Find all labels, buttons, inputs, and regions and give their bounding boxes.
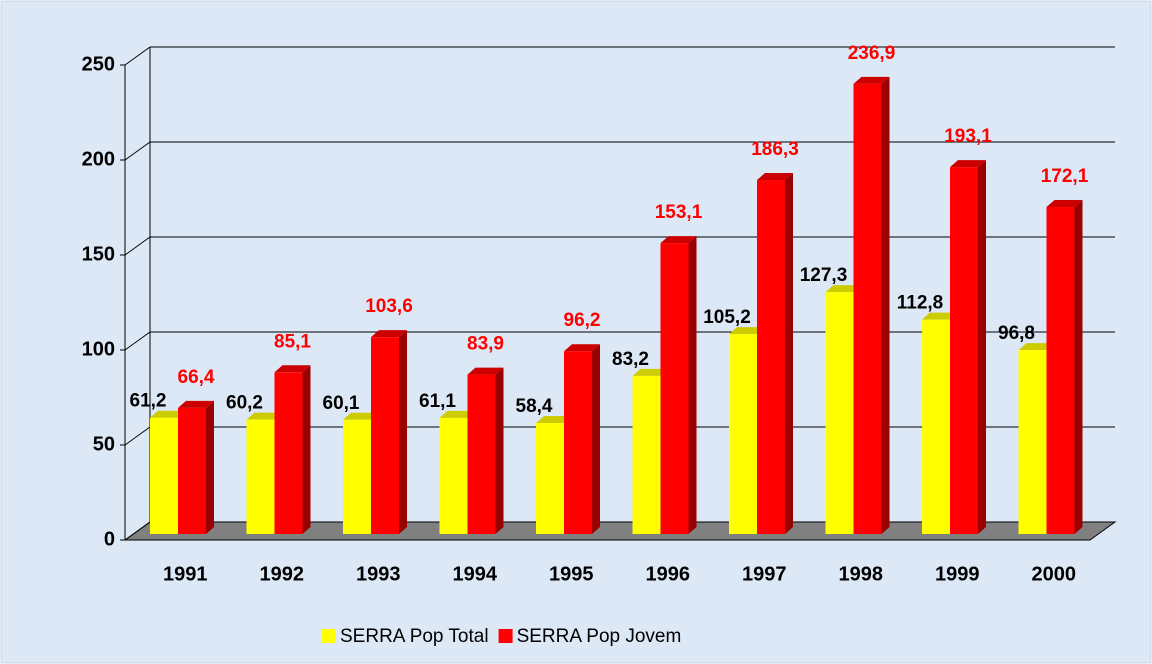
x-tick-label: 2000 bbox=[1032, 563, 1077, 585]
bar-side bbox=[495, 367, 504, 534]
bar-top bbox=[150, 410, 186, 418]
bar bbox=[150, 417, 178, 534]
y-tick-label: 150 bbox=[82, 243, 115, 265]
grid-depth bbox=[124, 331, 151, 351]
bar bbox=[371, 337, 399, 534]
value-label: 112,8 bbox=[897, 293, 944, 314]
x-tick-label: 1996 bbox=[646, 563, 691, 585]
bar-top bbox=[274, 365, 311, 373]
bar bbox=[274, 372, 303, 534]
value-label: 105,2 bbox=[703, 307, 751, 328]
value-label: 127,3 bbox=[800, 265, 848, 286]
bar bbox=[729, 334, 757, 534]
bar-top bbox=[564, 344, 600, 352]
bar-side bbox=[592, 344, 600, 534]
bar bbox=[439, 417, 468, 534]
x-tick-label: 1992 bbox=[260, 563, 305, 585]
value-label: 58,4 bbox=[516, 396, 553, 417]
value-label: 236,9 bbox=[848, 43, 896, 64]
legend-label: SERRA Pop Total bbox=[340, 626, 489, 647]
bar-top bbox=[660, 236, 697, 244]
value-label: 61,1 bbox=[419, 391, 456, 412]
bar-top bbox=[825, 285, 862, 293]
bar bbox=[246, 419, 275, 534]
legend-label: SERRA Pop Jovem bbox=[517, 626, 682, 647]
bar-top bbox=[1018, 343, 1055, 351]
bar-top bbox=[439, 410, 476, 418]
bar-side bbox=[978, 160, 986, 535]
value-label: 83,2 bbox=[612, 349, 649, 370]
x-tick-label: 1995 bbox=[549, 563, 594, 585]
x-tick-label: 1991 bbox=[163, 563, 208, 585]
y-tick-label: 100 bbox=[82, 338, 115, 360]
x-tick-label: 1998 bbox=[839, 563, 884, 585]
value-label: 61,2 bbox=[130, 391, 167, 412]
value-label: 186,3 bbox=[751, 139, 799, 160]
grid-depth bbox=[124, 521, 151, 541]
bar-top bbox=[371, 330, 407, 338]
legend-swatch bbox=[498, 629, 513, 643]
value-label: 60,1 bbox=[323, 393, 360, 414]
legend-swatch bbox=[322, 629, 336, 643]
x-tick-label: 1994 bbox=[453, 563, 498, 585]
x-tick-label: 1999 bbox=[935, 563, 980, 585]
value-label: 60,2 bbox=[226, 393, 263, 414]
bar-top bbox=[536, 416, 572, 424]
value-label: 83,9 bbox=[467, 334, 504, 355]
value-label: 103,6 bbox=[365, 296, 413, 317]
value-label: 153,1 bbox=[655, 202, 703, 223]
bar-side bbox=[785, 173, 793, 534]
y-tick-label: 0 bbox=[104, 528, 115, 550]
bar-top bbox=[246, 412, 283, 420]
bar-top bbox=[922, 312, 958, 320]
bar bbox=[632, 375, 661, 534]
y-tick-label: 200 bbox=[82, 148, 115, 170]
bar bbox=[343, 419, 371, 534]
bar-top bbox=[729, 327, 765, 335]
bar bbox=[757, 180, 785, 534]
value-label: 85,1 bbox=[274, 331, 311, 352]
grid-depth bbox=[124, 426, 151, 446]
bar bbox=[922, 319, 950, 534]
bar-side bbox=[1074, 200, 1083, 534]
grid-depth bbox=[124, 141, 151, 161]
bar-top bbox=[950, 160, 986, 168]
bar bbox=[536, 423, 564, 534]
bar-top bbox=[343, 412, 379, 420]
bar-side bbox=[688, 236, 697, 535]
bar bbox=[825, 292, 854, 534]
grid-depth bbox=[124, 236, 151, 256]
grid-depth bbox=[124, 46, 151, 66]
bar bbox=[853, 83, 882, 534]
bar bbox=[564, 351, 592, 534]
bar bbox=[467, 374, 496, 534]
x-tick-label: 1997 bbox=[742, 563, 787, 585]
value-label: 96,8 bbox=[998, 323, 1035, 344]
bar bbox=[950, 167, 978, 535]
bar-side bbox=[206, 400, 214, 534]
bar-top bbox=[178, 400, 214, 408]
value-label: 193,1 bbox=[944, 126, 992, 147]
value-label: 96,2 bbox=[564, 310, 601, 331]
bar-side bbox=[881, 76, 890, 534]
x-tick-label: 1993 bbox=[356, 563, 401, 585]
value-label: 66,4 bbox=[178, 367, 215, 388]
bar-top bbox=[632, 368, 669, 376]
bar bbox=[1018, 350, 1047, 534]
value-label: 172,1 bbox=[1041, 166, 1089, 187]
bar bbox=[178, 407, 206, 534]
y-tick-label: 250 bbox=[82, 53, 115, 75]
bar-top bbox=[467, 367, 504, 375]
bar bbox=[660, 243, 689, 535]
bar-top bbox=[1046, 200, 1083, 208]
bar-top bbox=[853, 76, 890, 84]
y-tick-label: 50 bbox=[93, 433, 115, 455]
bar-side bbox=[302, 365, 311, 534]
bar-top bbox=[757, 173, 793, 181]
bar bbox=[1046, 207, 1075, 534]
bar-side bbox=[399, 330, 407, 534]
